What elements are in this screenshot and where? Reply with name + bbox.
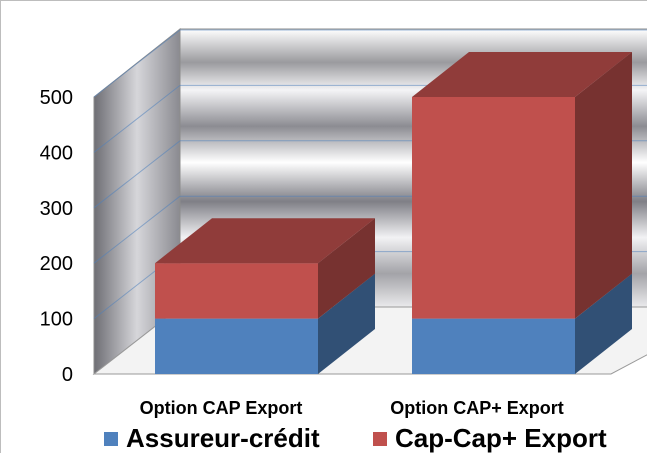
bar-side-face [575,52,632,319]
x-category-label: Option CAP Export [140,398,303,418]
legend: Assureur-crédit Cap-Cap+ Export [1,421,647,454]
y-tick-label: 400 [40,142,73,164]
y-tick-label: 100 [40,309,73,331]
legend-swatch-red [373,431,387,446]
gridline-side [93,29,181,98]
legend-label: Cap-Cap+ Export [395,423,607,453]
bar-side-face [318,273,375,374]
legend-item-assureur-credit: Assureur-crédit [104,423,320,454]
bar-front-face [155,263,318,319]
gridline-side [93,85,181,153]
y-tick-label: 200 [40,253,73,275]
gridline-side [93,195,181,264]
bar-side-face [575,273,632,374]
x-category-label: Option CAP+ Export [390,398,564,418]
y-tick-label: 300 [40,198,73,220]
bar-front-face [155,318,318,374]
y-tick-label: 0 [62,364,73,386]
bar-segment [155,273,375,374]
bar-top-face [412,52,632,97]
bar-top-face [155,218,375,264]
bar-segment [155,218,375,319]
legend-label: Assureur-crédit [126,423,320,453]
bar-side-face [318,218,375,319]
bar-segment [412,273,632,374]
gridline-side [93,140,181,209]
legend-swatch-blue [104,431,118,446]
bar-segment [412,52,632,319]
bar-front-face [412,97,575,319]
bar-front-face [412,318,575,374]
legend-item-cap-cap-export: Cap-Cap+ Export [373,423,607,454]
y-tick-label: 500 [40,87,73,109]
